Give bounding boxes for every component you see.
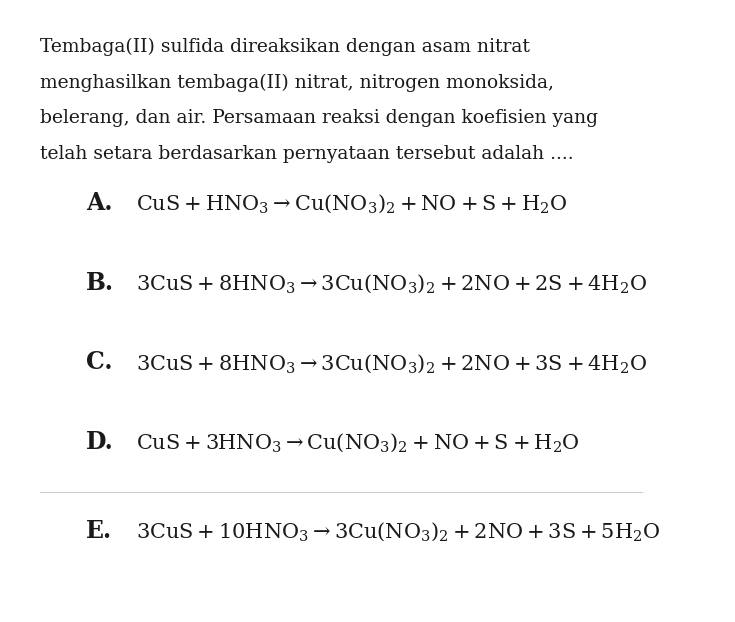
Text: $\mathrm{3CuS + 8HNO_3 \rightarrow 3Cu(NO_3)_2 + 2NO + 2S + 4H_2O}$: $\mathrm{3CuS + 8HNO_3 \rightarrow 3Cu(N… <box>136 272 647 295</box>
Text: E.: E. <box>87 519 112 543</box>
Text: C.: C. <box>87 350 113 374</box>
Text: $\mathrm{3CuS + 10HNO_3 \rightarrow 3Cu(NO_3)_2 + 2NO + 3S + 5H_2O}$: $\mathrm{3CuS + 10HNO_3 \rightarrow 3Cu(… <box>136 521 660 544</box>
Text: $\mathrm{CuS + 3HNO_3 \rightarrow Cu(NO_3)_2 + NO + S + H_2O}$: $\mathrm{CuS + 3HNO_3 \rightarrow Cu(NO_… <box>136 432 579 455</box>
Text: $\mathrm{3CuS + 8HNO_3 \rightarrow 3Cu(NO_3)_2 + 2NO + 3S + 4H_2O}$: $\mathrm{3CuS + 8HNO_3 \rightarrow 3Cu(N… <box>136 352 647 374</box>
Text: D.: D. <box>87 430 114 454</box>
Text: A.: A. <box>87 191 113 215</box>
Text: Tembaga(II) sulfida direaksikan dengan asam nitrat: Tembaga(II) sulfida direaksikan dengan a… <box>40 38 530 56</box>
Text: telah setara berdasarkan pernyataan tersebut adalah ....: telah setara berdasarkan pernyataan ters… <box>40 145 574 163</box>
Text: B.: B. <box>87 271 115 295</box>
Text: $\mathrm{CuS + HNO_3 \rightarrow Cu(NO_3)_2 + NO + S + H_2O}$: $\mathrm{CuS + HNO_3 \rightarrow Cu(NO_3… <box>136 192 567 215</box>
Text: menghasilkan tembaga(II) nitrat, nitrogen monoksida,: menghasilkan tembaga(II) nitrat, nitroge… <box>40 73 554 92</box>
Text: belerang, dan air. Persamaan reaksi dengan koefisien yang: belerang, dan air. Persamaan reaksi deng… <box>40 109 598 127</box>
